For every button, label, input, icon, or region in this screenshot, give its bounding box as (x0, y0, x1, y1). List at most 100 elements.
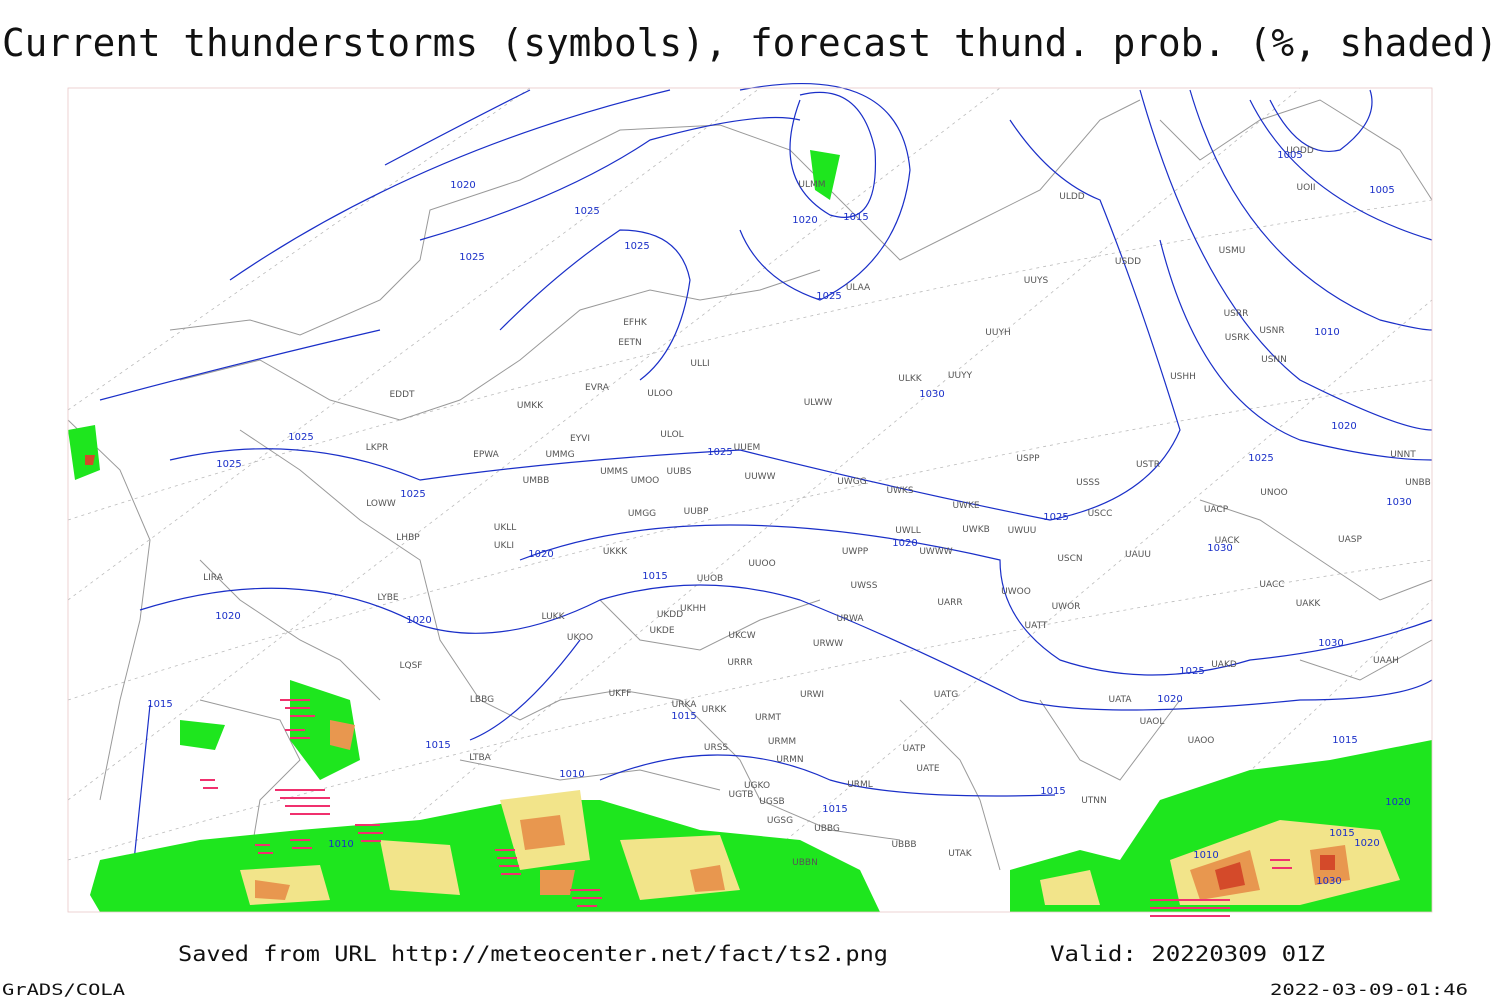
station-label: ULKK (898, 374, 923, 384)
isobar-label: 1020 (1331, 421, 1356, 432)
station-label: UGSB (759, 797, 784, 807)
station-label: UKCW (728, 631, 755, 641)
station-label: UMBB (523, 476, 550, 486)
station-label: UAUU (1125, 550, 1151, 560)
station-label: EETN (618, 338, 642, 348)
timestamp: 2022-03-09-01:46 (1270, 980, 1468, 999)
station-label: UKKK (603, 547, 628, 557)
thunderstorm-symbols (200, 699, 1292, 917)
station-label: UATG (934, 690, 959, 700)
map-frame (67, 83, 1433, 917)
station-label: USMU (1219, 246, 1246, 256)
station-label: UWKE (952, 501, 979, 511)
isobar-label: 1010 (1193, 850, 1218, 861)
isobar-label: 1020 (528, 549, 553, 560)
isobar-label: 1020 (1157, 694, 1182, 705)
station-label: UKFF (609, 689, 632, 699)
station-label: UACC (1259, 580, 1284, 590)
isobar-label: 1015 (425, 740, 450, 751)
station-label: UUYS (1024, 276, 1049, 286)
isobar-label: 1020 (1385, 797, 1410, 808)
station-label: UAAH (1373, 656, 1399, 666)
isobar-label: 1010 (1314, 327, 1339, 338)
station-label: UWGG (837, 477, 866, 487)
isobar-label: 1015 (1040, 786, 1065, 797)
station-label: URKA (672, 700, 698, 710)
station-label: UKLI (494, 541, 514, 551)
station-label: UWOO (1001, 587, 1031, 597)
station-label: URWW (813, 639, 843, 649)
station-label: USPP (1016, 454, 1040, 464)
station-label: UNNT (1390, 450, 1416, 460)
station-label: USNN (1261, 355, 1287, 365)
station-label: UTNN (1081, 796, 1107, 806)
isobar-label: 1030 (1318, 638, 1343, 649)
station-label: UATA (1108, 695, 1132, 705)
source-url: Saved from URL http://meteocenter.net/fa… (178, 942, 888, 966)
isobar-label: 1030 (1386, 497, 1411, 508)
isobar-label: 1025 (574, 206, 599, 217)
station-label: USNR (1259, 326, 1284, 336)
station-label: UUYY (948, 371, 973, 381)
station-label: ULAA (846, 283, 871, 293)
station-label: USCN (1057, 554, 1082, 564)
station-label: USRR (1224, 309, 1249, 319)
isobar-label: 1015 (822, 804, 847, 815)
isobar-label: 1020 (892, 538, 917, 549)
station-label: UARR (937, 598, 962, 608)
station-label: UMGG (628, 509, 656, 519)
isobar-label: 1015 (642, 571, 667, 582)
station-label: ULMM (798, 180, 825, 190)
station-label: EDDT (389, 390, 415, 400)
station-label: UMKK (517, 401, 544, 411)
isobar-label: 1025 (216, 459, 241, 470)
station-label: UWSS (851, 581, 878, 591)
station-label: UASP (1338, 535, 1362, 545)
station-label: LYBE (377, 593, 398, 603)
station-label: UKOO (567, 633, 593, 643)
isobar-label: 1015 (147, 699, 172, 710)
station-label: URML (847, 780, 873, 790)
station-label: URRR (727, 658, 752, 668)
station-label: UATE (916, 764, 940, 774)
isobar-label: 1025 (288, 432, 313, 443)
station-label: UGSG (767, 816, 793, 826)
station-label: LIRA (203, 573, 224, 583)
station-label: UKDD (657, 610, 683, 620)
station-label: UATT (1025, 621, 1048, 631)
station-label: EPWA (473, 450, 500, 460)
station-label: UMMS (600, 467, 628, 477)
station-label: UAKD (1211, 660, 1237, 670)
station-label: UACK (1215, 536, 1241, 546)
labels: ULMM ULDD ULAA UUYS USDD USMU UOII UODD EFHK EETN… (147, 146, 1431, 887)
station-label: UODD (1286, 146, 1314, 156)
station-label: LUKK (542, 612, 566, 622)
station-label: UKHH (680, 604, 706, 614)
isobar-label: 1020 (406, 615, 431, 626)
isobar-label: 1015 (1332, 735, 1357, 746)
station-label: ULDD (1059, 192, 1085, 202)
isobar-label: 1005 (1369, 185, 1394, 196)
isobar-label: 1010 (328, 839, 353, 850)
station-label: UOII (1297, 183, 1316, 193)
station-label: UBBG (814, 824, 840, 834)
isobar-label: 1030 (1316, 876, 1341, 887)
station-label: UGTB (729, 790, 754, 800)
isobar-label: 1025 (459, 252, 484, 263)
isobar-label: 1025 (1248, 453, 1273, 464)
station-label: UWKS (886, 486, 913, 496)
station-label: UBBN (792, 858, 818, 868)
station-label: URMM (768, 737, 796, 747)
station-label: UNOO (1260, 488, 1288, 498)
station-label: LQSF (400, 661, 423, 671)
station-label: UWKB (962, 525, 990, 535)
station-label: LBBG (470, 695, 494, 705)
valid-time: Valid: 20220309 01Z (1050, 942, 1325, 966)
station-label: UUYH (985, 328, 1010, 338)
isobar-label: 1020 (792, 215, 817, 226)
station-label: UMOO (631, 476, 660, 486)
station-label: EVRA (585, 383, 610, 393)
isobar-label: 1020 (1354, 838, 1379, 849)
station-label: UUOB (697, 574, 723, 584)
